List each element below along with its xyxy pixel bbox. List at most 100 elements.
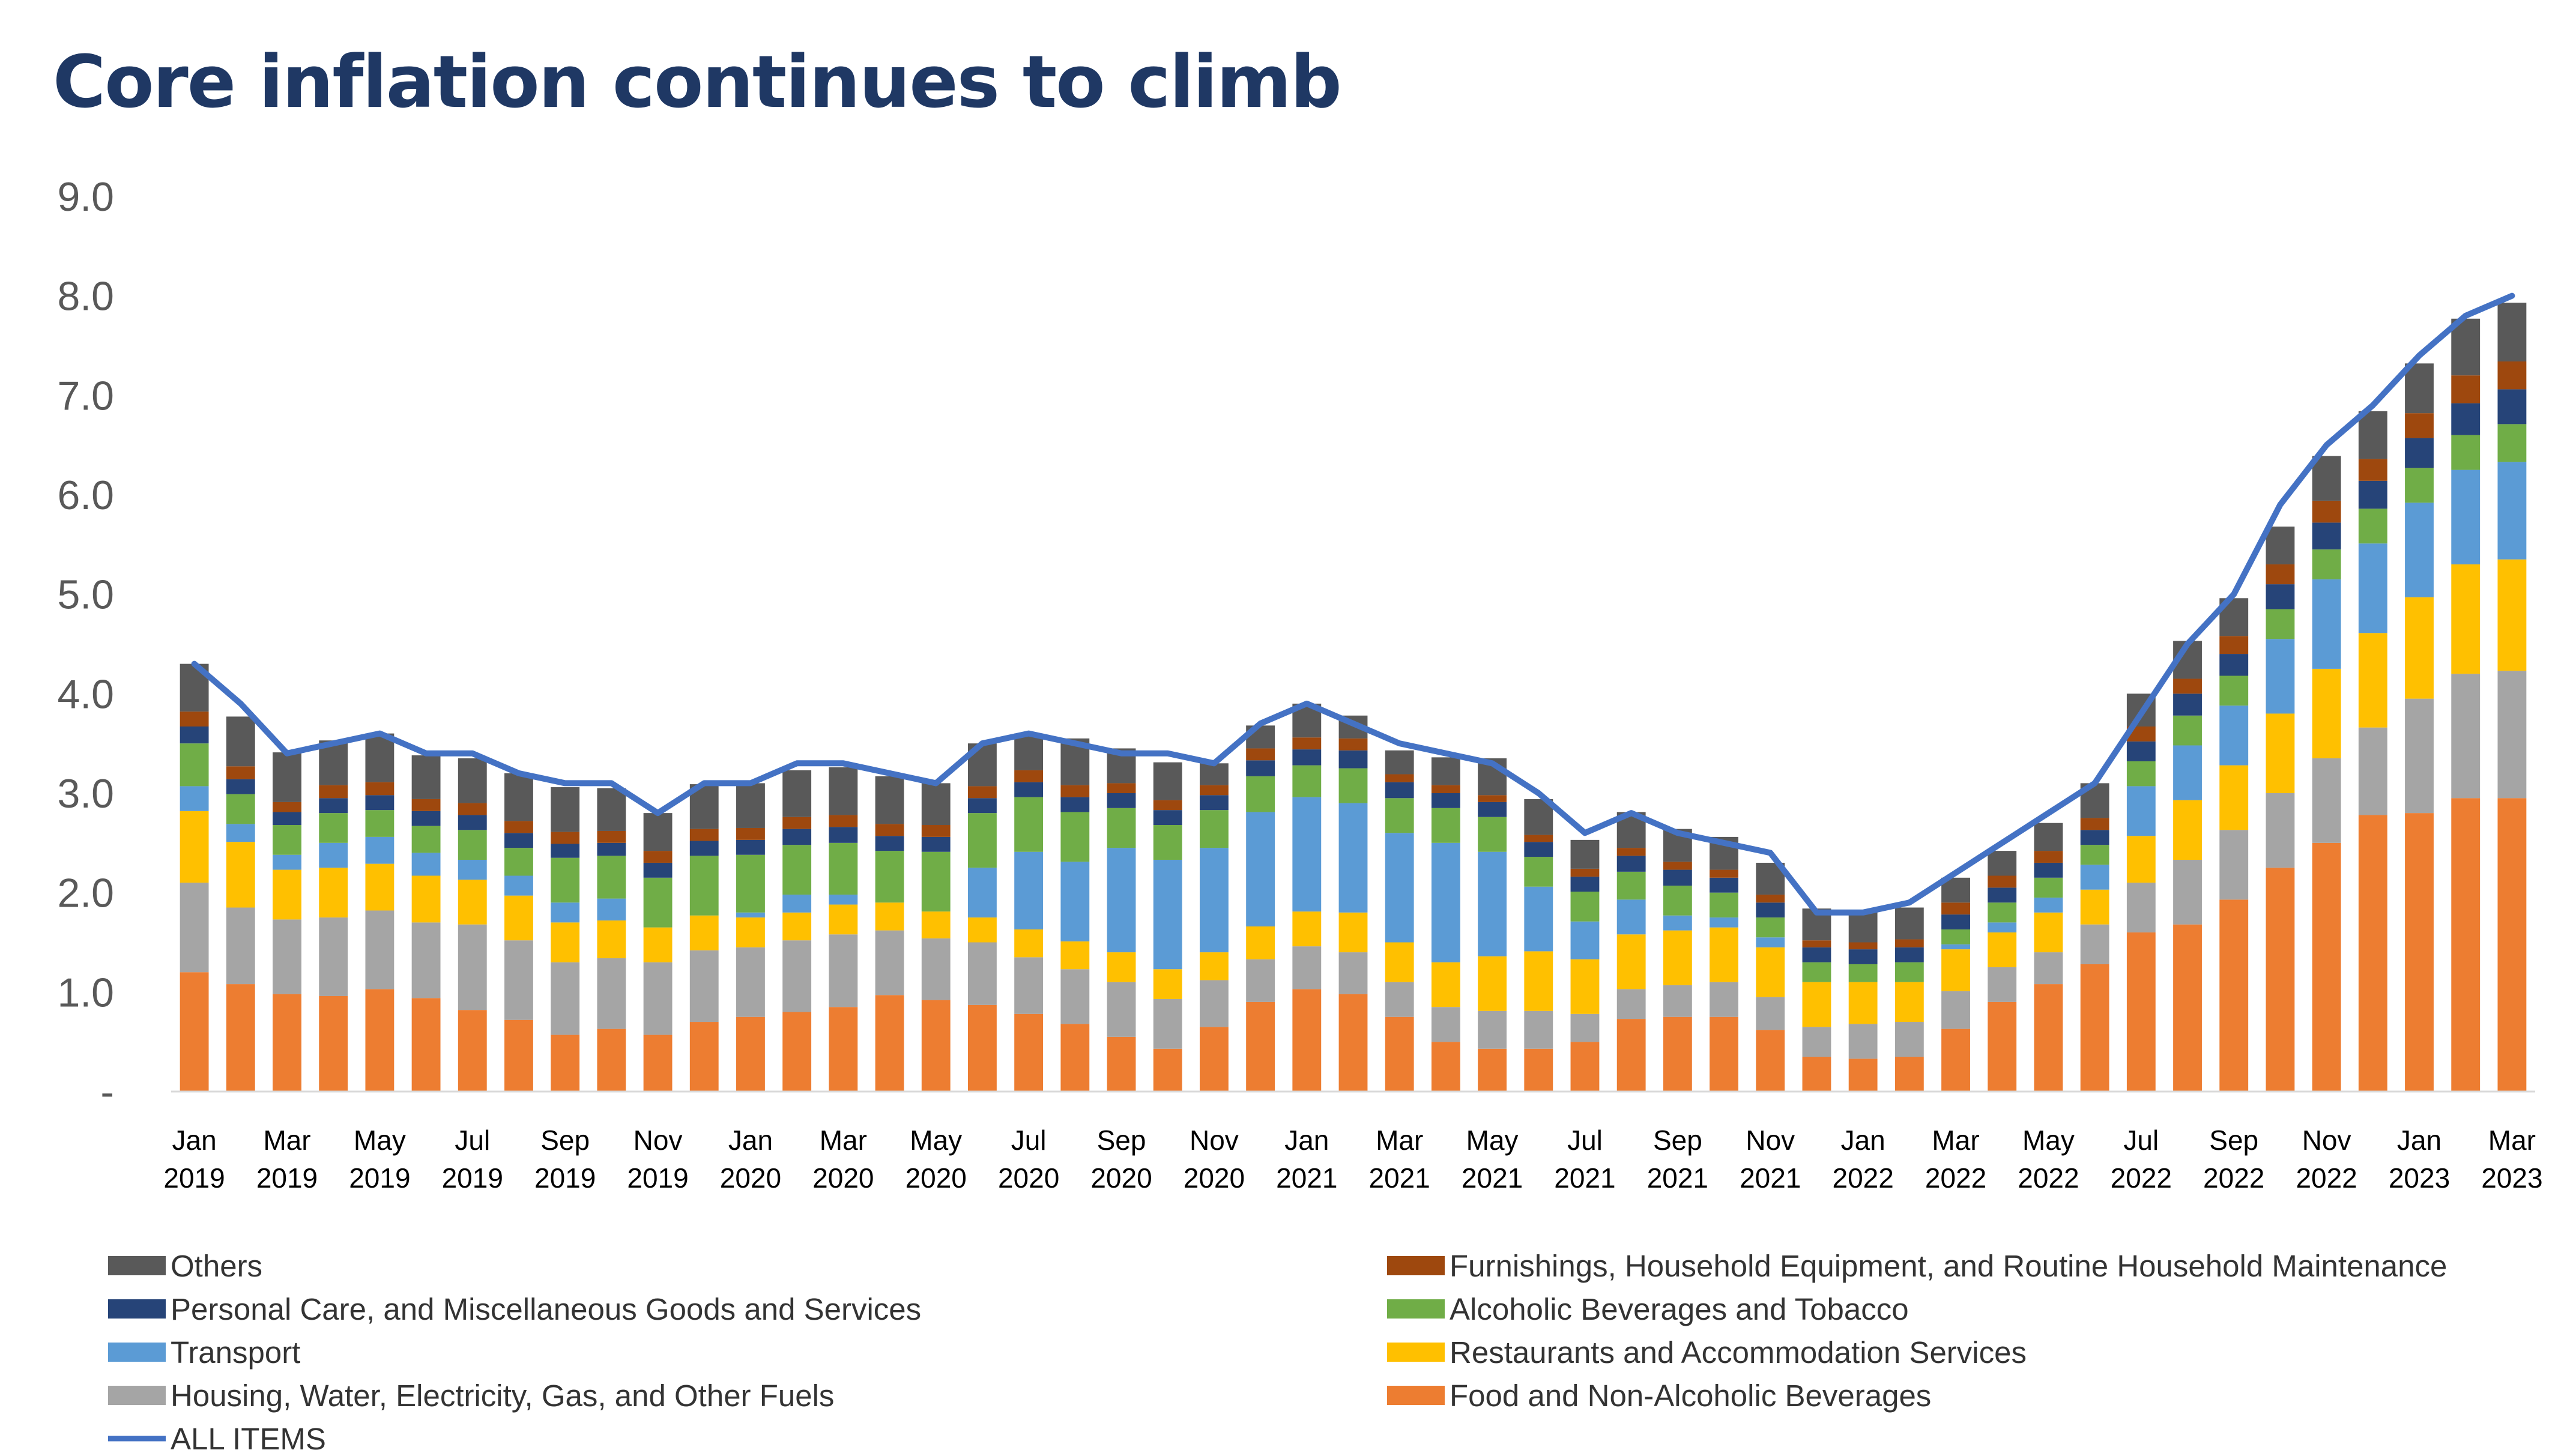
bar-segment-restaurants-and-accommodation-services bbox=[736, 917, 765, 947]
y-tick-label: 9.0 bbox=[57, 174, 114, 220]
bar-segment-furnishings-household-equipment-and-routine-household-maintenance bbox=[2451, 375, 2481, 403]
bar-segment-furnishings-household-equipment-and-routine-household-maintenance bbox=[2080, 818, 2109, 830]
bar-segment-alcoholic-beverages-and-tobacco bbox=[226, 794, 255, 824]
x-tick-label-month: Jul bbox=[2123, 1125, 2159, 1156]
bar-segment-housing-water-electricity-gas-and-other-fuels bbox=[643, 962, 673, 1035]
legend-swatch-restaurants-and-accommodation-services bbox=[1387, 1343, 1445, 1362]
bar-segment-food-and-non-alcoholic-beverages bbox=[1848, 1059, 1878, 1092]
x-tick-label-year: 2019 bbox=[349, 1162, 410, 1194]
bar-segment-restaurants-and-accommodation-services bbox=[1848, 982, 1878, 1024]
bar-segment-personal-care-and-miscellaneous-goods-and-services bbox=[1988, 887, 2017, 903]
bar-segment-alcoholic-beverages-and-tobacco bbox=[643, 877, 673, 928]
bar-segment-furnishings-household-equipment-and-routine-household-maintenance bbox=[273, 802, 301, 812]
legend-label-food-and-non-alcoholic-beverages: Food and Non-Alcoholic Beverages bbox=[1450, 1379, 1931, 1413]
bar-segment-personal-care-and-miscellaneous-goods-and-services bbox=[1894, 947, 1924, 962]
bar-segment-personal-care-and-miscellaneous-goods-and-services bbox=[2080, 830, 2109, 845]
bar-segment-transport bbox=[1941, 944, 1970, 950]
bar-segment-furnishings-household-equipment-and-routine-household-maintenance bbox=[921, 825, 951, 837]
bar-segment-transport bbox=[1107, 848, 1136, 953]
bar-segment-food-and-non-alcoholic-beverages bbox=[180, 972, 209, 1092]
legend-label-housing-water-electricity-gas-and-other-fuels: Housing, Water, Electricity, Gas, and Ot… bbox=[171, 1379, 834, 1413]
bar-segment-housing-water-electricity-gas-and-other-fuels bbox=[1616, 989, 1646, 1020]
bar-segment-food-and-non-alcoholic-beverages bbox=[365, 989, 395, 1092]
bar-segment-food-and-non-alcoholic-beverages bbox=[1292, 989, 1322, 1092]
bar-segment-restaurants-and-accommodation-services bbox=[1338, 912, 1368, 953]
bar-segment-furnishings-household-equipment-and-routine-household-maintenance bbox=[1941, 902, 1970, 915]
bar-segment-housing-water-electricity-gas-and-other-fuels bbox=[226, 907, 255, 985]
bar-segment-restaurants-and-accommodation-services bbox=[1431, 962, 1460, 1007]
x-tick-label-month: Jan bbox=[2397, 1125, 2441, 1156]
bar-segment-furnishings-household-equipment-and-routine-household-maintenance bbox=[1014, 770, 1044, 782]
bar-segment-others bbox=[411, 755, 441, 799]
bar-segment-housing-water-electricity-gas-and-other-fuels bbox=[2173, 860, 2202, 925]
y-tick-label: - bbox=[100, 1069, 114, 1115]
bar-segment-furnishings-household-equipment-and-routine-household-maintenance bbox=[1848, 942, 1878, 950]
bar-segment-furnishings-household-equipment-and-routine-household-maintenance bbox=[1478, 795, 1507, 802]
bar-segment-housing-water-electricity-gas-and-other-fuels bbox=[365, 910, 395, 989]
x-tick-label-month: Sep bbox=[1653, 1125, 1702, 1156]
bar-segment-housing-water-electricity-gas-and-other-fuels bbox=[1478, 1010, 1507, 1049]
bar-segment-furnishings-household-equipment-and-routine-household-maintenance bbox=[2497, 361, 2527, 390]
bar-segment-housing-water-electricity-gas-and-other-fuels bbox=[1385, 982, 1414, 1017]
bar-segment-transport bbox=[1385, 833, 1414, 943]
bar-segment-furnishings-household-equipment-and-routine-household-maintenance bbox=[1199, 785, 1229, 796]
bar-segment-transport bbox=[1570, 921, 1600, 959]
legend: Others Personal Care, and Miscellaneous G… bbox=[108, 1249, 2447, 1450]
bar-segment-housing-water-electricity-gas-and-other-fuels bbox=[319, 917, 348, 996]
x-tick-label-month: Nov bbox=[1190, 1125, 1239, 1156]
x-tick-label-month: Sep bbox=[2209, 1125, 2258, 1156]
x-tick-label-year: 2021 bbox=[1369, 1162, 1430, 1194]
bar-segment-housing-water-electricity-gas-and-other-fuels bbox=[504, 940, 533, 1020]
bar-segment-personal-care-and-miscellaneous-goods-and-services bbox=[643, 862, 673, 878]
bar-segment-transport bbox=[1060, 862, 1090, 941]
legend-label-alcoholic-beverages-and-tobacco: Alcoholic Beverages and Tobacco bbox=[1450, 1292, 1909, 1326]
bar-segment-transport bbox=[1756, 937, 1785, 947]
bar-segment-restaurants-and-accommodation-services bbox=[273, 869, 301, 920]
bar-segment-alcoholic-beverages-and-tobacco bbox=[1894, 962, 1924, 982]
legend-swatch-alcoholic-beverages-and-tobacco bbox=[1387, 1299, 1445, 1319]
bar-segment-furnishings-household-equipment-and-routine-household-maintenance bbox=[1385, 774, 1414, 782]
bar-segment-furnishings-household-equipment-and-routine-household-maintenance bbox=[319, 785, 348, 799]
bar-segment-alcoholic-beverages-and-tobacco bbox=[1710, 892, 1738, 918]
x-axis: Jan 2019 Mar 2019 May 2019 Jul 2019 Sep 2019 Nov 20… bbox=[163, 1090, 2543, 1194]
bar-segment-personal-care-and-miscellaneous-goods-and-services bbox=[551, 844, 580, 858]
bar-segment-transport bbox=[1988, 922, 2017, 932]
bar-segment-restaurants-and-accommodation-services bbox=[1246, 926, 1275, 959]
bar-segment-personal-care-and-miscellaneous-goods-and-services bbox=[1246, 760, 1275, 776]
bar-segment-food-and-non-alcoholic-beverages bbox=[1107, 1036, 1136, 1092]
x-tick-label-year: 2021 bbox=[1554, 1162, 1615, 1194]
bar-segment-others bbox=[2312, 456, 2341, 501]
all-items-line bbox=[191, 292, 2515, 916]
bar-segment-housing-water-electricity-gas-and-other-fuels bbox=[1292, 946, 1322, 989]
bar-segment-housing-water-electricity-gas-and-other-fuels bbox=[1431, 1007, 1460, 1042]
bar-segment-alcoholic-beverages-and-tobacco bbox=[1941, 929, 1970, 944]
bar-segment-restaurants-and-accommodation-services bbox=[1894, 982, 1924, 1023]
bar-segment-food-and-non-alcoholic-beverages bbox=[551, 1035, 580, 1092]
bar-segment-transport bbox=[2405, 503, 2434, 597]
bar-segment-housing-water-electricity-gas-and-other-fuels bbox=[2451, 674, 2481, 799]
bar-segment-personal-care-and-miscellaneous-goods-and-services bbox=[1199, 795, 1229, 811]
bar-segment-housing-water-electricity-gas-and-other-fuels bbox=[1570, 1013, 1600, 1042]
bar-segment-alcoholic-beverages-and-tobacco bbox=[1199, 810, 1229, 848]
bars bbox=[180, 303, 2527, 1092]
bar-segment-transport bbox=[1153, 860, 1182, 970]
bar-segment-others bbox=[2451, 318, 2481, 376]
bar-segment-alcoholic-beverages-and-tobacco bbox=[1478, 817, 1507, 852]
bar-segment-furnishings-household-equipment-and-routine-household-maintenance bbox=[1153, 800, 1182, 811]
all-items-line-group bbox=[191, 292, 2515, 916]
bar-segment-housing-water-electricity-gas-and-other-fuels bbox=[2358, 727, 2387, 815]
bar-segment-transport bbox=[968, 868, 997, 918]
x-tick-label-year: 2022 bbox=[2018, 1162, 2079, 1194]
bar-segment-furnishings-household-equipment-and-routine-household-maintenance bbox=[1431, 785, 1460, 793]
bar-segment-restaurants-and-accommodation-services bbox=[1292, 911, 1322, 947]
bar-segment-personal-care-and-miscellaneous-goods-and-services bbox=[1292, 749, 1322, 766]
y-tick-label: 7.0 bbox=[57, 373, 114, 418]
x-tick-label-year: 2020 bbox=[1184, 1162, 1245, 1194]
bar-segment-personal-care-and-miscellaneous-goods-and-services bbox=[2034, 862, 2063, 878]
bar-segment-housing-water-electricity-gas-and-other-fuels bbox=[1153, 998, 1182, 1049]
y-tick-label: 1.0 bbox=[57, 970, 114, 1015]
bar-segment-restaurants-and-accommodation-services bbox=[782, 912, 812, 941]
bar-segment-transport bbox=[273, 854, 301, 870]
bar-segment-personal-care-and-miscellaneous-goods-and-services bbox=[1802, 947, 1831, 962]
bar-segment-furnishings-household-equipment-and-routine-household-maintenance bbox=[1710, 869, 1738, 878]
